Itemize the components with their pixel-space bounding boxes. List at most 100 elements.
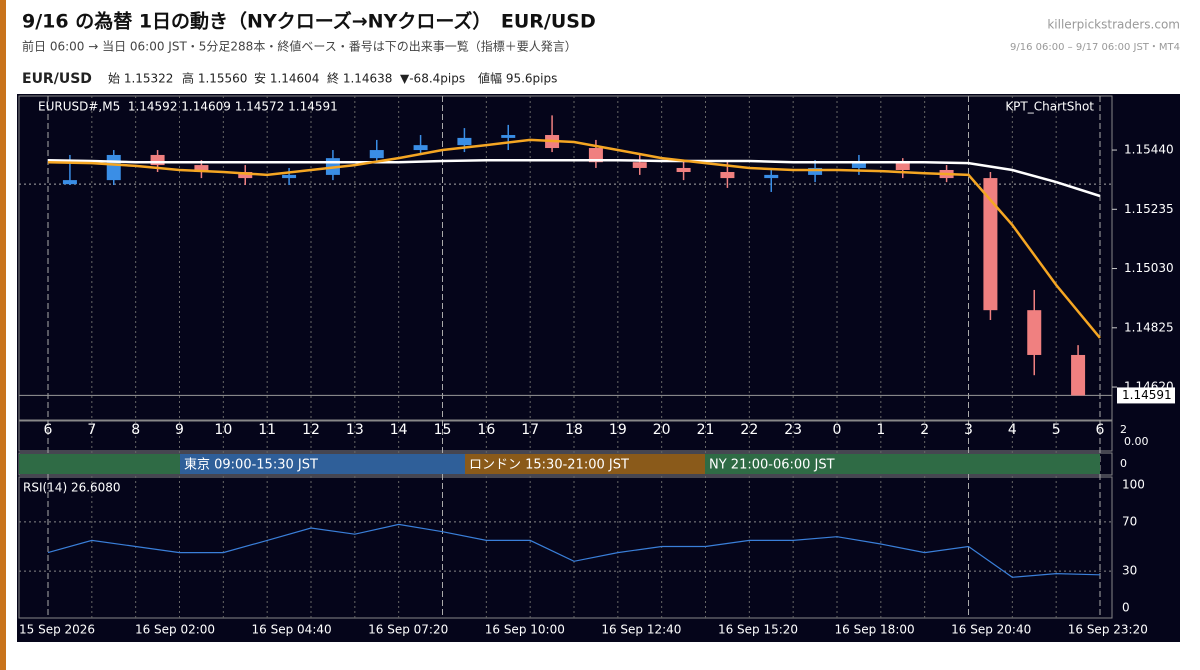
hour-label: 1 <box>876 422 885 438</box>
hour-label: 6 <box>1096 422 1105 438</box>
hour-label: 11 <box>258 422 276 438</box>
side-label: 0.00 <box>1124 435 1149 448</box>
candle-body <box>501 135 516 138</box>
stat: 終 1.14638 <box>327 71 392 86</box>
date-label: 16 Sep 04:40 <box>252 623 332 637</box>
stat: 高 1.15560 <box>182 71 247 86</box>
rsi-tick-label: 30 <box>1122 564 1137 578</box>
rsi-line <box>47 523 1101 578</box>
session-label: NY 21:00-06:00 JST <box>709 458 835 473</box>
panel-border <box>18 95 1113 421</box>
candle-body <box>895 162 910 170</box>
panel-border <box>18 420 1113 452</box>
plot-bg <box>17 94 1180 642</box>
moving-average <box>47 138 1101 339</box>
hour-label: 18 <box>565 422 583 438</box>
stat: 安 1.14604 <box>254 71 319 86</box>
title: 9/16 の為替 1日の動き（NYクローズ→NYクローズ） EUR/USD <box>22 10 596 33</box>
last-price-label: 1.14591 <box>1122 388 1172 402</box>
range: 9/16 06:00 – 9/17 06:00 JST・MT4 <box>1010 42 1180 53</box>
session <box>19 454 180 474</box>
hour-label: 6 <box>44 422 53 438</box>
hour-label: 14 <box>390 422 408 438</box>
symbol-label: EURUSD#,M5 1.14592 1.14609 1.14572 1.145… <box>38 100 338 114</box>
y-tick-label: 1.15030 <box>1124 261 1174 275</box>
rsi-tick-label: 100 <box>1122 478 1145 492</box>
stat: 値幅 95.6pips <box>478 71 557 86</box>
candle-body <box>194 165 209 173</box>
session-label: ロンドン 15:30-21:00 JST <box>469 458 629 473</box>
hour-label: 3 <box>964 422 973 438</box>
hour-label: 10 <box>214 422 232 438</box>
candle-body <box>588 148 603 163</box>
rsi-title: RSI(14) 26.6080 <box>23 481 121 495</box>
subtitle: 前日 06:00 → 当日 06:00 JST・5分足288本・終値ベース・番号… <box>22 39 577 54</box>
candle-body <box>369 150 384 159</box>
stat: EUR/USD <box>22 71 92 87</box>
candle-body <box>62 180 77 185</box>
date-label: 15 Sep 2026 <box>19 623 95 637</box>
candle-body <box>238 172 253 179</box>
session <box>180 454 465 474</box>
hour-label: 17 <box>521 422 539 438</box>
hour-label: 22 <box>740 422 758 438</box>
last-price-tag <box>1117 387 1175 404</box>
session <box>705 454 1100 474</box>
candle-body <box>676 167 691 173</box>
candle-body <box>983 178 998 311</box>
candle-body <box>282 174 297 179</box>
hour-label: 12 <box>302 422 320 438</box>
side-label: 0 <box>1120 457 1127 470</box>
hour-label: 20 <box>653 422 671 438</box>
hour-label: 0 <box>833 422 842 438</box>
candle-body <box>808 167 823 175</box>
y-tick-label: 1.15440 <box>1124 143 1174 157</box>
hour-label: 23 <box>784 422 802 438</box>
candle-body <box>632 162 647 168</box>
candle-body <box>106 154 121 181</box>
hour-label: 16 <box>477 422 495 438</box>
watermark: KPT_ChartShot <box>1005 100 1094 114</box>
candle-body <box>720 172 735 179</box>
hour-label: 5 <box>1052 422 1061 438</box>
date-label: 16 Sep 18:00 <box>835 623 915 637</box>
y-tick-label: 1.15235 <box>1124 202 1174 216</box>
hour-label: 4 <box>1008 422 1017 438</box>
hour-label: 7 <box>87 422 96 438</box>
hour-label: 21 <box>697 422 715 438</box>
date-label: 16 Sep 02:00 <box>135 623 215 637</box>
hour-label: 2 <box>920 422 929 438</box>
candle-body <box>150 154 165 166</box>
session <box>465 454 705 474</box>
date-label: 16 Sep 20:40 <box>951 623 1031 637</box>
date-label: 16 Sep 10:00 <box>485 623 565 637</box>
candle-body <box>1027 310 1042 355</box>
date-label: 16 Sep 15:20 <box>718 623 798 637</box>
stat: ▼-68.4pips <box>400 72 465 86</box>
candle-body <box>764 174 779 179</box>
hour-label: 15 <box>434 422 452 438</box>
hour-label: 8 <box>131 422 140 438</box>
panel-border <box>18 476 1113 619</box>
site: killerpickstraders.com <box>1047 18 1180 32</box>
hour-label: 13 <box>346 422 364 438</box>
date-label: 16 Sep 12:40 <box>601 623 681 637</box>
moving-average <box>47 158 1101 198</box>
date-label: 16 Sep 23:20 <box>1068 623 1148 637</box>
date-label: 16 Sep 07:20 <box>368 623 448 637</box>
stat: 始 1.15322 <box>108 72 173 86</box>
candle-body <box>851 162 866 168</box>
accent-bar <box>0 0 6 670</box>
candle-body <box>1071 354 1086 396</box>
hour-label: 9 <box>175 422 184 438</box>
session-label: 東京 09:00-15:30 JST <box>184 457 318 473</box>
y-tick-label: 1.14825 <box>1124 320 1174 334</box>
hour-label: 19 <box>609 422 627 438</box>
candle-body <box>413 145 428 151</box>
rsi-tick-label: 70 <box>1122 514 1137 528</box>
candle-body <box>457 137 472 146</box>
rsi-tick-label: 0 <box>1122 601 1130 615</box>
side-label: 2 <box>1120 423 1127 436</box>
